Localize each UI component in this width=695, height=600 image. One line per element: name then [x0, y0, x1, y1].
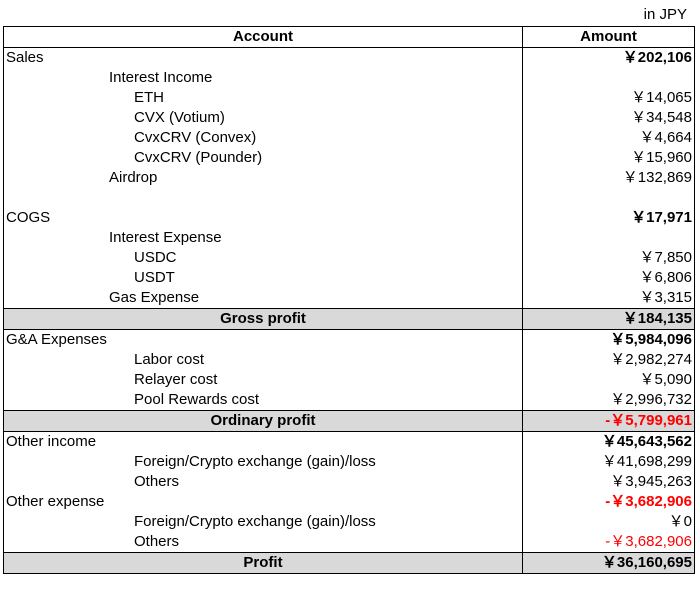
- row-amount: ￥14,065: [522, 88, 695, 108]
- row-label: CVX (Votium): [3, 108, 523, 128]
- row-label: Gas Expense: [3, 288, 523, 309]
- row-label: Gross profit: [3, 308, 523, 330]
- cvxcrv-pounder-row: CvxCRV (Pounder) ￥15,960: [3, 148, 695, 168]
- profit-loss-table: Account Amount Sales ￥202,106 Interest I…: [3, 26, 695, 574]
- relayer-cost-row: Relayer cost ￥5,090: [3, 370, 695, 390]
- row-amount: ￥5,090: [522, 370, 695, 390]
- row-label: COGS: [3, 208, 523, 228]
- row-amount: [522, 188, 695, 208]
- usdc-row: USDC ￥7,850: [3, 248, 695, 268]
- row-amount: -￥3,682,906: [522, 492, 695, 512]
- row-amount: ￥3,945,263: [522, 472, 695, 492]
- row-label: Pool Rewards cost: [3, 390, 523, 411]
- row-amount: ￥202,106: [522, 47, 695, 68]
- other-income-others-row: Others ￥3,945,263: [3, 472, 695, 492]
- row-label: USDT: [3, 268, 523, 288]
- row-label: Other expense: [3, 492, 523, 512]
- eth-row: ETH ￥14,065: [3, 88, 695, 108]
- row-amount: ￥36,160,695: [522, 552, 695, 574]
- row-amount: ￥17,971: [522, 208, 695, 228]
- row-amount: ￥41,698,299: [522, 452, 695, 472]
- amount-column-header: Amount: [522, 26, 695, 48]
- row-amount: ￥0: [522, 512, 695, 532]
- row-label: Foreign/Crypto exchange (gain)/loss: [3, 452, 523, 472]
- row-label: G&A Expenses: [3, 329, 523, 350]
- cogs-row: COGS ￥17,971: [3, 208, 695, 228]
- row-label: Others: [3, 472, 523, 492]
- row-label: [3, 188, 523, 208]
- interest-expense-row: Interest Expense: [3, 228, 695, 248]
- row-label: Interest Income: [3, 68, 523, 88]
- row-label: Ordinary profit: [3, 410, 523, 432]
- gas-expense-row: Gas Expense ￥3,315: [3, 288, 695, 309]
- profit-row: Profit ￥36,160,695: [3, 552, 695, 574]
- row-amount: ￥15,960: [522, 148, 695, 168]
- row-label: Airdrop: [3, 168, 523, 188]
- row-amount: ￥132,869: [522, 168, 695, 188]
- row-label: Other income: [3, 431, 523, 452]
- row-amount: [522, 228, 695, 248]
- account-column-header: Account: [3, 26, 523, 48]
- row-amount: ￥184,135: [522, 308, 695, 330]
- pool-rewards-cost-row: Pool Rewards cost ￥2,996,732: [3, 390, 695, 411]
- row-label: Others: [3, 532, 523, 553]
- airdrop-row: Airdrop ￥132,869: [3, 168, 695, 188]
- other-income-fx-row: Foreign/Crypto exchange (gain)/loss ￥41,…: [3, 452, 695, 472]
- row-label: ETH: [3, 88, 523, 108]
- row-amount: -￥5,799,961: [522, 410, 695, 432]
- cvx-votium-row: CVX (Votium) ￥34,548: [3, 108, 695, 128]
- row-label: Sales: [3, 47, 523, 68]
- row-amount: ￥3,315: [522, 288, 695, 309]
- other-expense-fx-row: Foreign/Crypto exchange (gain)/loss ￥0: [3, 512, 695, 532]
- gross-profit-row: Gross profit ￥184,135: [3, 308, 695, 330]
- ga-expenses-row: G&A Expenses ￥5,984,096: [3, 329, 695, 350]
- row-label: Relayer cost: [3, 370, 523, 390]
- row-label: CvxCRV (Convex): [3, 128, 523, 148]
- row-label: Foreign/Crypto exchange (gain)/loss: [3, 512, 523, 532]
- row-label: Labor cost: [3, 350, 523, 370]
- row-label: Interest Expense: [3, 228, 523, 248]
- row-amount: ￥4,664: [522, 128, 695, 148]
- other-income-row: Other income ￥45,643,562: [3, 431, 695, 452]
- ordinary-profit-row: Ordinary profit -￥5,799,961: [3, 410, 695, 432]
- row-amount: ￥2,996,732: [522, 390, 695, 411]
- row-amount: ￥34,548: [522, 108, 695, 128]
- other-expense-others-row: Others -￥3,682,906: [3, 532, 695, 553]
- row-amount: ￥6,806: [522, 268, 695, 288]
- other-expense-row: Other expense -￥3,682,906: [3, 492, 695, 512]
- interest-income-row: Interest Income: [3, 68, 695, 88]
- table-header-row: Account Amount: [3, 26, 695, 48]
- row-amount: ￥5,984,096: [522, 329, 695, 350]
- labor-cost-row: Labor cost ￥2,982,274: [3, 350, 695, 370]
- row-label: USDC: [3, 248, 523, 268]
- row-label: CvxCRV (Pounder): [3, 148, 523, 168]
- currency-unit-label: in JPY: [643, 6, 687, 23]
- row-label: Profit: [3, 552, 523, 574]
- sales-row: Sales ￥202,106: [3, 47, 695, 68]
- blank-row: [3, 188, 695, 208]
- row-amount: ￥45,643,562: [522, 431, 695, 452]
- row-amount: ￥7,850: [522, 248, 695, 268]
- usdt-row: USDT ￥6,806: [3, 268, 695, 288]
- row-amount: [522, 68, 695, 88]
- cvxcrv-convex-row: CvxCRV (Convex) ￥4,664: [3, 128, 695, 148]
- row-amount: ￥2,982,274: [522, 350, 695, 370]
- row-amount: -￥3,682,906: [522, 532, 695, 553]
